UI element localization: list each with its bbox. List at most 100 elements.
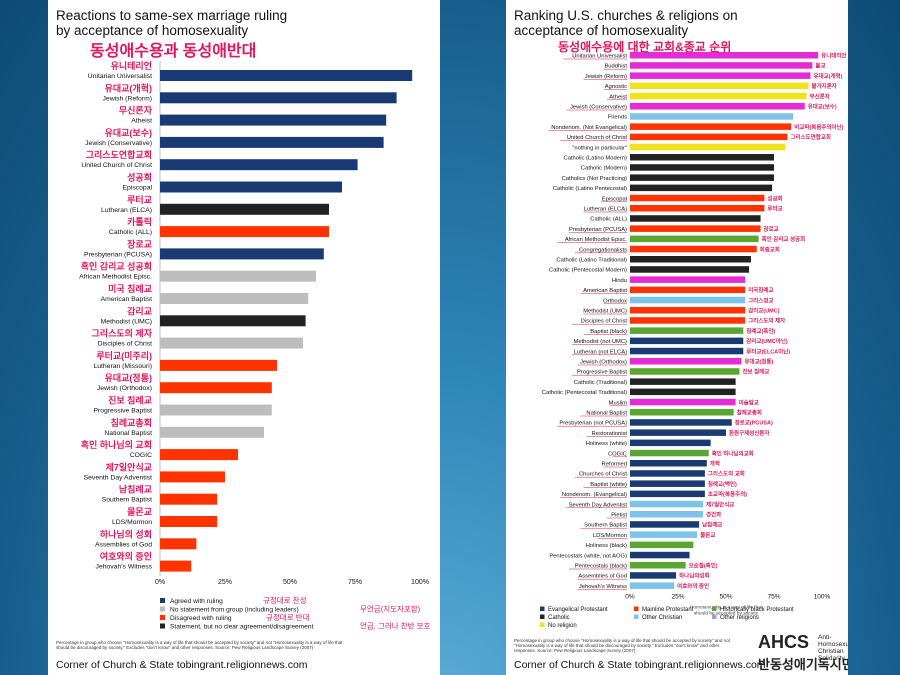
right-category-label: United Church of Christ bbox=[567, 135, 628, 141]
right-bar bbox=[630, 317, 746, 324]
left-korean-label: 루터교 bbox=[127, 194, 152, 205]
right-tick-label: 0% bbox=[625, 594, 635, 601]
right-bar bbox=[630, 541, 694, 549]
right-category-label: Baptist (black) bbox=[590, 329, 627, 335]
left-legend-label: Disagreed with ruling bbox=[170, 615, 232, 622]
right-footer: Corner of Church & State tobingrant.reli… bbox=[514, 659, 766, 671]
left-category-label: Unitarian Universalist bbox=[88, 73, 152, 80]
right-category-label: "nothing in particular" bbox=[572, 145, 627, 151]
left-korean-label: 남침례교 bbox=[119, 484, 152, 495]
left-korean-label: 감리교 bbox=[127, 305, 152, 316]
right-category-label: African Methodist Episc. bbox=[565, 237, 628, 243]
right-bar bbox=[630, 409, 734, 416]
right-bar bbox=[630, 205, 765, 212]
right-bar bbox=[630, 531, 698, 538]
right-axis-note-line1: Homosexuality is a way of life that bbox=[690, 605, 763, 611]
left-legend-korean: 규정대로 반대 bbox=[266, 612, 310, 622]
right-bar bbox=[630, 256, 751, 263]
right-title-line2: acceptance of homosexuality bbox=[514, 23, 689, 38]
left-category-label: United Church of Christ bbox=[81, 162, 152, 169]
left-bar-chart: 유니테리언 Unitarian Universalist 유대교(개혁) Jewish… bbox=[79, 60, 430, 631]
left-category-label: Jewish (Conservative) bbox=[85, 140, 152, 147]
right-korean-label: 유대교(보수) bbox=[808, 103, 837, 111]
right-category-label: Pietist bbox=[611, 513, 627, 519]
left-bar bbox=[160, 382, 272, 394]
left-footer: Corner of Church & State tobingrant.reli… bbox=[56, 659, 308, 671]
right-category-label: Lutheran (ELCA) bbox=[584, 207, 628, 213]
right-bar bbox=[630, 429, 726, 436]
right-category-label: Holiness (white) bbox=[586, 441, 627, 447]
left-bar bbox=[160, 181, 342, 193]
left-korean-title: 동성애수용과 동성애반대 bbox=[90, 43, 257, 60]
right-category-label: Catholic (Latino Pentecostal) bbox=[553, 186, 627, 192]
right-category-label: Catholic (Pentecostal Modern) bbox=[549, 268, 627, 274]
right-category-label: Presbyterian (not PCUSA) bbox=[559, 421, 627, 427]
left-category-label: Catholic (ALL) bbox=[109, 229, 152, 236]
right-category-label: Muslim bbox=[609, 400, 628, 406]
right-bar bbox=[630, 133, 788, 141]
right-korean-label: 이슬람교 bbox=[739, 398, 759, 406]
right-bar bbox=[630, 194, 765, 202]
right-korean-label: 그리스도의 교회 bbox=[708, 470, 745, 478]
left-bar bbox=[160, 293, 309, 304]
right-bar bbox=[630, 235, 759, 243]
right-korean-label: 여호와의 증인 bbox=[677, 582, 709, 590]
right-bar bbox=[630, 449, 709, 457]
left-korean-label: 하나님의 성회 bbox=[100, 528, 152, 539]
right-korean-label: 그리스정교 bbox=[748, 296, 773, 304]
right-bar bbox=[630, 439, 711, 447]
left-chart-title: Reactions to same-sex marriage ruling by… bbox=[56, 8, 287, 38]
left-bar bbox=[160, 538, 197, 550]
right-korean-label: 유니테리언 bbox=[821, 52, 846, 60]
right-bar bbox=[630, 470, 705, 477]
right-category-label: Holiness (black) bbox=[586, 543, 627, 549]
right-category-label: Catholic (ALL) bbox=[590, 217, 627, 223]
right-category-label: Churches of Christ bbox=[579, 472, 627, 478]
left-legend-swatch bbox=[160, 615, 165, 620]
right-tick-label: 75% bbox=[767, 594, 780, 601]
left-bar bbox=[160, 114, 387, 126]
right-bar bbox=[630, 276, 746, 283]
right-bar bbox=[630, 521, 700, 528]
left-category-label: Presbyterian (PCUSA) bbox=[84, 251, 152, 258]
right-bar bbox=[630, 337, 744, 345]
right-legend-label: Other Christian bbox=[642, 615, 682, 621]
right-korean-label: 성공회 bbox=[767, 194, 782, 202]
right-bar bbox=[630, 551, 690, 559]
left-bar bbox=[160, 248, 324, 260]
right-korean-label: 미국침례교 bbox=[748, 286, 773, 294]
left-korean-label: 제7일안식교 bbox=[106, 461, 152, 472]
right-bar bbox=[630, 113, 794, 120]
left-category-label: Jewish (Reform) bbox=[103, 95, 152, 102]
left-korean-label: 카톨릭 bbox=[127, 216, 152, 227]
right-category-label: Catholic (Latino Traditional) bbox=[556, 258, 627, 264]
right-bar bbox=[630, 347, 744, 355]
left-chart-panel: Reactions to same-sex marriage ruling by… bbox=[48, 0, 440, 675]
left-title-line1: Reactions to same-sex marriage ruling bbox=[56, 8, 288, 23]
left-korean-label: 진보 침례교 bbox=[108, 395, 152, 406]
left-bar bbox=[160, 516, 218, 527]
right-bar bbox=[630, 286, 746, 294]
right-bar bbox=[630, 582, 675, 589]
right-category-label: Baptist (white) bbox=[590, 482, 627, 488]
right-category-label: Jewish (Conservative) bbox=[570, 105, 627, 111]
right-korean-label: 불가지론자 bbox=[812, 82, 838, 90]
right-legend-swatch bbox=[712, 614, 717, 619]
ahcs-sub-line1: Anti-Homosexuality bbox=[818, 634, 848, 648]
left-bar bbox=[160, 560, 192, 572]
left-bar bbox=[160, 203, 329, 215]
right-korean-label: 유대교(개혁) bbox=[813, 72, 842, 80]
right-bar bbox=[630, 398, 736, 406]
left-legend-korean: 규정대로 찬성 bbox=[263, 595, 306, 605]
right-category-label: Jehovah's Witness bbox=[579, 584, 627, 590]
ahcs-logo: AHCS bbox=[758, 632, 810, 652]
right-korean-label: 흑인 감리교 성공회 bbox=[762, 235, 806, 243]
right-korean-label: 경건파 bbox=[706, 511, 722, 519]
right-bar bbox=[630, 307, 746, 314]
left-category-label: Lutheran (Missouri) bbox=[93, 363, 152, 370]
left-korean-label: 그리스도연합교회 bbox=[86, 149, 152, 160]
right-legend-label: Evangelical Protestant bbox=[548, 607, 608, 613]
right-legend-swatch bbox=[634, 606, 639, 611]
right-category-label: Catholics (Not Practicing) bbox=[562, 176, 627, 182]
right-korean-label: 몰몬교 bbox=[700, 531, 715, 539]
